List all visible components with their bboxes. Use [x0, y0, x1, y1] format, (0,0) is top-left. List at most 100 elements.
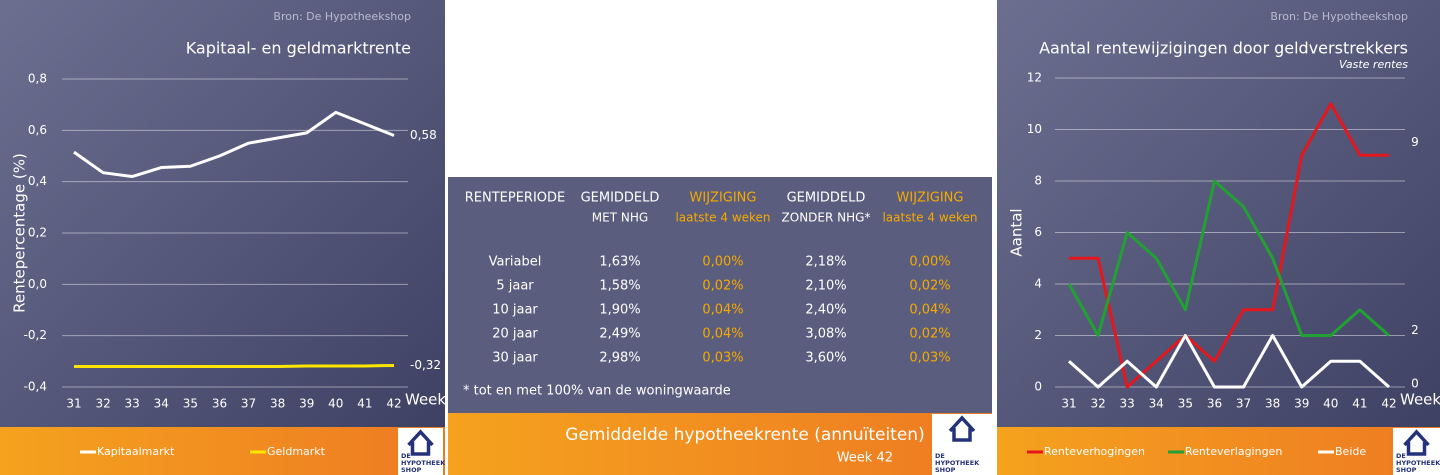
- footer-bar: [448, 413, 992, 475]
- table-header: GEMIDDELD: [787, 191, 866, 206]
- table-cell: 2,98%: [599, 351, 640, 366]
- table-cell: 0,03%: [702, 351, 743, 366]
- x-tick-label: 31: [1061, 397, 1076, 411]
- chart-subtitle: Vaste rentes: [1339, 58, 1408, 71]
- x-tick-label: 33: [125, 397, 140, 411]
- logo-house: [1403, 429, 1430, 456]
- table-cell: 0,03%: [909, 351, 950, 366]
- footer-title: Gemiddelde hypotheekrente (annuïteiten): [565, 425, 924, 445]
- logo-text: HYPOTHEEK: [935, 459, 980, 467]
- legend-bar: [997, 427, 1440, 475]
- logo-text: DE: [401, 452, 411, 460]
- logo-box: [932, 414, 992, 475]
- table-cell: 0,02%: [702, 279, 743, 294]
- table-cell: 0,04%: [702, 327, 743, 342]
- table-cell: 1,58%: [599, 279, 640, 294]
- table-cell: 0,00%: [702, 255, 743, 270]
- x-tick-label: 33: [1120, 397, 1135, 411]
- x-tick-label: 32: [95, 397, 110, 411]
- chart-title: Aantal rentewijzigingen door geldverstre…: [1039, 39, 1408, 58]
- x-tick-label: 40: [328, 397, 343, 411]
- logo-text: SHOP: [401, 466, 422, 474]
- y-tick-label: 4: [1034, 277, 1042, 291]
- x-tick-label: 35: [183, 397, 198, 411]
- y-tick-label: -0,4: [24, 380, 47, 394]
- y-tick-label: 0,4: [28, 174, 47, 188]
- table-cell: 2,49%: [599, 327, 640, 342]
- table-footnote: * tot en met 100% van de woningwaarde: [463, 384, 731, 399]
- y2-tick-label: 2: [1411, 323, 1419, 337]
- table-cell: 5 jaar: [496, 279, 534, 294]
- x-tick-label: 38: [1265, 397, 1280, 411]
- x-tick-label: 31: [66, 397, 81, 411]
- logo-house: [948, 415, 976, 442]
- table-cell: 30 jaar: [492, 351, 538, 366]
- value-label: 0,58: [410, 128, 437, 142]
- source: Bron: De Hypotheekshop: [273, 10, 411, 23]
- table-cell: 2,18%: [805, 255, 846, 270]
- y-tick-label: 2: [1034, 328, 1042, 342]
- table-cell: 3,08%: [805, 327, 846, 342]
- x-tick-label: 32: [1090, 397, 1105, 411]
- legend-label: Renteverhogingen: [1044, 445, 1145, 458]
- table-cell: 0,02%: [909, 279, 950, 294]
- y-axis-title: Rentepercentage (%): [11, 153, 29, 313]
- table-header: WIJZIGING: [690, 191, 757, 206]
- table-header: GEMIDDELD: [581, 191, 660, 206]
- y-tick-label: 10: [1027, 122, 1042, 136]
- x-tick-label: 42: [386, 397, 401, 411]
- x-tick-label: 39: [299, 397, 314, 411]
- legend-label: Kapitaalmarkt: [97, 445, 175, 458]
- table-cell: 2,10%: [805, 279, 846, 294]
- x-axis-title: Week: [405, 391, 446, 409]
- logo-box: [398, 428, 443, 475]
- y-tick-label: 0,6: [28, 123, 47, 137]
- table-cell: 0,04%: [909, 303, 950, 318]
- table-cell: 3,60%: [805, 351, 846, 366]
- x-tick-label: 34: [1149, 397, 1164, 411]
- logo-text: HYPOTHEEK: [1396, 459, 1440, 467]
- source: Bron: De Hypotheekshop: [1270, 10, 1408, 23]
- x-tick-label: 36: [1207, 397, 1222, 411]
- table-cell: 10 jaar: [492, 303, 538, 318]
- table-cell: 0,02%: [909, 327, 950, 342]
- legend-label: Geldmarkt: [267, 445, 326, 458]
- table-cell: 0,04%: [702, 303, 743, 318]
- table-header: MET NHG: [592, 211, 648, 225]
- table-header: laatste 4 weken: [675, 211, 770, 225]
- y-tick-label: 6: [1034, 225, 1042, 239]
- legend-label: Beide: [1335, 445, 1366, 458]
- logo-text: HYPOTHEEK: [401, 459, 446, 467]
- table-header: RENTEPERIODE: [465, 191, 566, 206]
- x-tick-label: 42: [1381, 397, 1396, 411]
- value-label: -0,32: [410, 358, 441, 372]
- x-tick-label: 41: [357, 397, 372, 411]
- series-line: [1068, 334, 1390, 389]
- y-tick-label: 12: [1027, 71, 1042, 85]
- x-tick-label: 37: [241, 397, 256, 411]
- x-tick-label: 34: [154, 397, 169, 411]
- logo-box: [1393, 428, 1440, 475]
- x-tick-label: 40: [1323, 397, 1338, 411]
- logo-text: SHOP: [935, 466, 956, 474]
- x-axis-title: Week: [1400, 391, 1440, 409]
- logo-text: DE: [935, 452, 945, 460]
- y-tick-label: 0,0: [28, 277, 47, 291]
- logo-text: DE: [1396, 452, 1406, 460]
- table-header: laatste 4 weken: [882, 211, 977, 225]
- x-tick-label: 39: [1294, 397, 1309, 411]
- table-cell: 1,90%: [599, 303, 640, 318]
- y-tick-label: 0,2: [28, 226, 47, 240]
- logo-text: SHOP: [1396, 466, 1417, 474]
- y2-tick-label: 9: [1411, 135, 1419, 149]
- series-line: [73, 110, 395, 179]
- chart-title: Kapitaal- en geldmarktrente: [186, 39, 411, 58]
- table-cell: Variabel: [489, 255, 542, 270]
- y-tick-label: 8: [1034, 174, 1042, 188]
- y-tick-label: 0,8: [28, 72, 47, 86]
- series-line: [74, 363, 395, 368]
- y-tick-label: 0: [1034, 380, 1042, 394]
- table-cell: 1,63%: [599, 255, 640, 270]
